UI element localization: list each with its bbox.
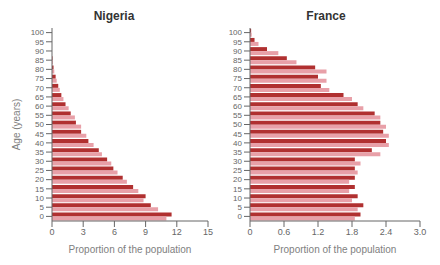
svg-text:3.0: 3.0 xyxy=(414,227,427,237)
svg-text:60: 60 xyxy=(35,102,44,111)
svg-text:45: 45 xyxy=(233,130,242,139)
svg-text:Proportion of the population: Proportion of the population xyxy=(69,244,192,255)
svg-text:12: 12 xyxy=(172,227,182,237)
svg-text:1.2: 1.2 xyxy=(312,227,325,237)
svg-text:0: 0 xyxy=(40,212,45,221)
svg-text:95: 95 xyxy=(233,38,242,47)
svg-text:75: 75 xyxy=(35,74,44,83)
svg-text:45: 45 xyxy=(35,130,44,139)
svg-text:10: 10 xyxy=(35,194,44,203)
svg-text:95: 95 xyxy=(35,38,44,47)
svg-text:25: 25 xyxy=(233,166,242,175)
svg-text:40: 40 xyxy=(35,139,44,148)
svg-text:100: 100 xyxy=(31,28,45,37)
svg-text:0: 0 xyxy=(238,212,243,221)
svg-text:30: 30 xyxy=(35,157,44,166)
svg-text:20: 20 xyxy=(233,175,242,184)
svg-text:60: 60 xyxy=(233,102,242,111)
svg-text:65: 65 xyxy=(233,93,242,102)
svg-text:35: 35 xyxy=(35,148,44,157)
svg-text:0: 0 xyxy=(49,227,54,237)
html-text:Nigeria: Nigeria xyxy=(93,9,135,23)
svg-text:90: 90 xyxy=(35,47,44,56)
svg-text:75: 75 xyxy=(233,74,242,83)
svg-text:90: 90 xyxy=(233,47,242,56)
svg-text:80: 80 xyxy=(233,65,242,74)
svg-text:1.8: 1.8 xyxy=(346,227,359,237)
html-text:France: France xyxy=(306,9,346,23)
svg-text:9: 9 xyxy=(143,227,148,237)
svg-text:15: 15 xyxy=(203,227,213,237)
svg-text:70: 70 xyxy=(35,84,44,93)
svg-text:5: 5 xyxy=(40,203,45,212)
svg-text:55: 55 xyxy=(35,111,44,120)
svg-text:20: 20 xyxy=(35,175,44,184)
svg-text:70: 70 xyxy=(233,84,242,93)
svg-text:50: 50 xyxy=(35,120,44,129)
svg-text:Age (years): Age (years) xyxy=(11,99,22,151)
svg-text:85: 85 xyxy=(233,56,242,65)
svg-text:2.4: 2.4 xyxy=(380,227,393,237)
svg-text:0: 0 xyxy=(247,227,252,237)
svg-text:3: 3 xyxy=(81,227,86,237)
svg-text:30: 30 xyxy=(233,157,242,166)
svg-text:80: 80 xyxy=(35,65,44,74)
svg-text:0.6: 0.6 xyxy=(278,227,291,237)
svg-text:100: 100 xyxy=(229,28,243,37)
svg-text:15: 15 xyxy=(35,185,44,194)
svg-text:5: 5 xyxy=(238,203,243,212)
svg-text:55: 55 xyxy=(233,111,242,120)
svg-text:65: 65 xyxy=(35,93,44,102)
svg-text:15: 15 xyxy=(233,185,242,194)
svg-text:Proportion of the population: Proportion of the population xyxy=(274,244,397,255)
svg-text:25: 25 xyxy=(35,166,44,175)
svg-text:85: 85 xyxy=(35,56,44,65)
svg-text:50: 50 xyxy=(233,120,242,129)
svg-text:35: 35 xyxy=(233,148,242,157)
svg-text:40: 40 xyxy=(233,139,242,148)
svg-text:6: 6 xyxy=(112,227,117,237)
svg-text:10: 10 xyxy=(233,194,242,203)
